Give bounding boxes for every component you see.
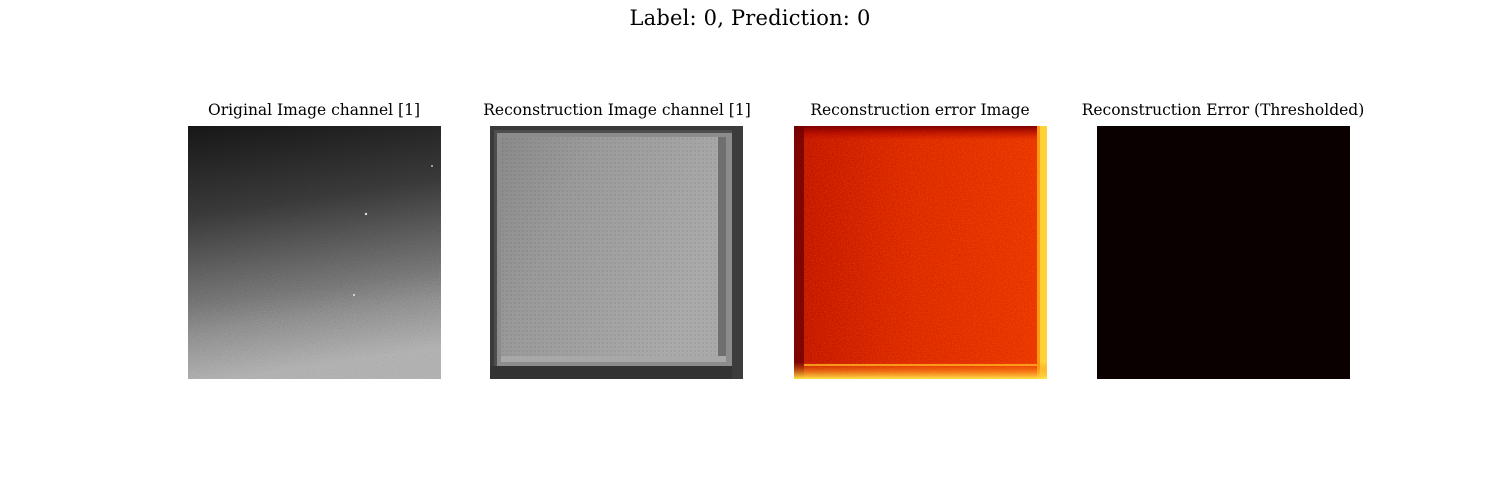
original-image xyxy=(188,126,441,379)
reconstruction-image xyxy=(490,126,743,379)
figure-title: Label: 0, Prediction: 0 xyxy=(629,6,871,30)
panel-title-error: Reconstruction error Image xyxy=(810,101,1030,119)
panel-title-reconstruction: Reconstruction Image channel [1] xyxy=(483,101,751,119)
original-image-panel xyxy=(188,126,441,379)
panel-title-original: Original Image channel [1] xyxy=(207,101,421,119)
thresholded-error-image xyxy=(1097,126,1350,379)
error-image xyxy=(794,126,1047,379)
panel-title-thresholded: Reconstruction Error (Thresholded) xyxy=(1081,101,1365,119)
error-image-panel xyxy=(794,126,1047,379)
reconstruction-image-panel xyxy=(490,126,743,379)
thresholded-error-panel xyxy=(1097,126,1350,379)
